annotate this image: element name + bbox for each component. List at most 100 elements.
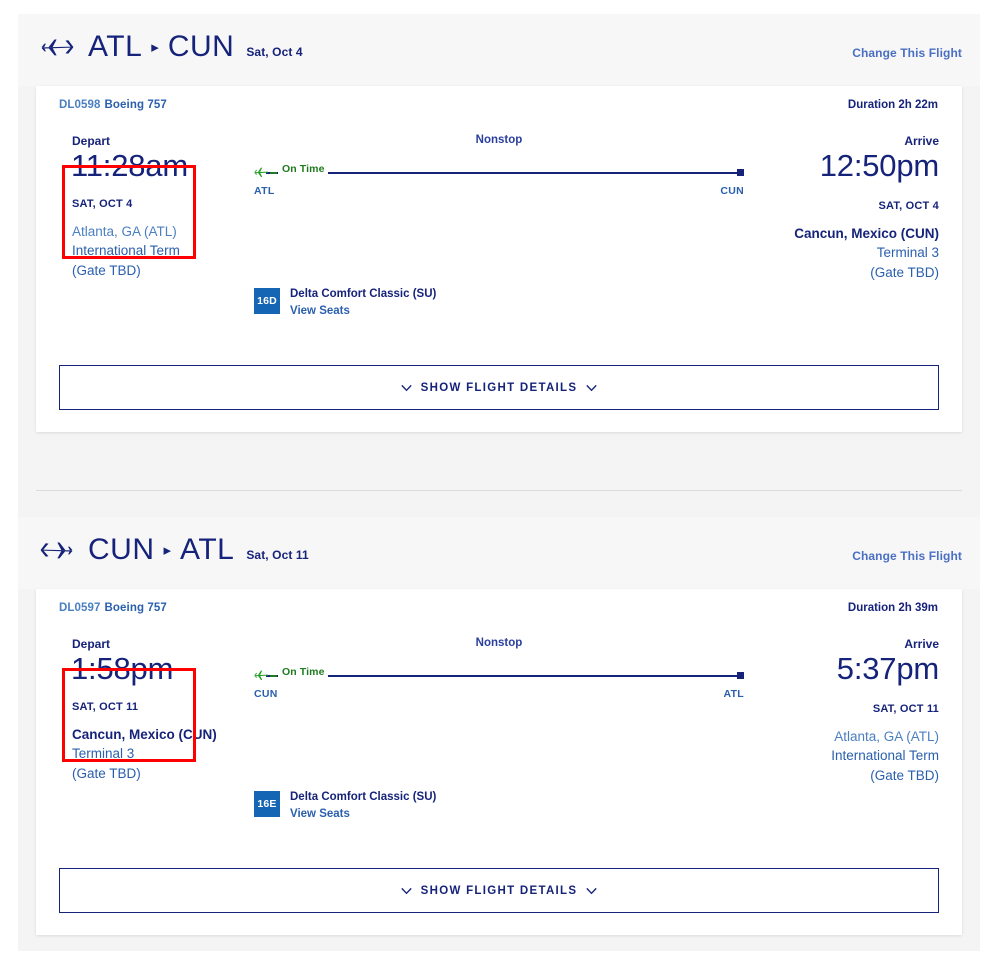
cabin-row: 16E Delta Comfort Classic (SU) View Seat… xyxy=(254,789,436,824)
seat-badge: 16D xyxy=(254,288,280,314)
depart-gate: (Gate TBD) xyxy=(72,262,141,278)
view-seats-link[interactable]: View Seats xyxy=(290,305,350,318)
arrive-terminal: Terminal 3 xyxy=(876,245,939,261)
flight-segment: ATL ▸ CUN Sat, Oct 4 Change This Flight … xyxy=(18,14,980,432)
chevron-down-icon xyxy=(586,887,598,895)
cabin-name: Delta Comfort Classic (SU) xyxy=(290,791,437,803)
flight-status: On Time xyxy=(278,666,328,678)
route-date: Sat, Oct 11 xyxy=(246,548,309,562)
section-divider xyxy=(36,490,962,491)
route-heading: ATL ▸ CUN Sat, Oct 4 xyxy=(40,32,303,62)
arrive-label: Arrive xyxy=(904,134,939,148)
arrive-date: SAT, OCT 11 xyxy=(872,702,939,715)
chevron-down-icon xyxy=(400,384,412,392)
seat-badge: 16E xyxy=(254,791,280,817)
arrive-location: Cancun, Mexico (CUN) Terminal 3 (Gate TB… xyxy=(739,224,939,283)
depart-column: Depart 11:28am SAT, OCT 4 Atlanta, GA (A… xyxy=(59,126,196,281)
view-seats-link[interactable]: View Seats xyxy=(290,808,350,821)
timeline-endpoint xyxy=(737,672,744,679)
flight-timeline: Nonstop On xyxy=(254,637,744,702)
page-left-margin xyxy=(0,0,18,965)
flight-number: DL0597 xyxy=(59,602,101,614)
page-bottom-margin xyxy=(0,951,998,965)
arrive-location: Atlanta, GA (ATL) International Term (Ga… xyxy=(739,727,939,786)
depart-location: Cancun, Mexico (CUN) Terminal 3 (Gate TB… xyxy=(72,725,217,784)
timeline-origin-code: CUN xyxy=(254,688,278,700)
flight-duration: Duration 2h 22m xyxy=(847,99,938,111)
page-top-margin xyxy=(0,0,998,14)
depart-terminal: International Term xyxy=(72,243,180,259)
route-destination-code: CUN xyxy=(167,30,235,63)
depart-date: SAT, OCT 11 xyxy=(72,700,139,713)
flight-section-header: CUN ▸ ATL Sat, Oct 11 Change This Flight xyxy=(18,517,980,589)
flight-number-row: DL0598 Boeing 757 xyxy=(59,99,167,111)
route-origin-code: CUN xyxy=(88,533,155,566)
timeline-status-dash xyxy=(270,172,277,174)
timeline-status-dash xyxy=(270,675,277,677)
flight-card: DL0598 Boeing 757 Duration 2h 22m Depart … xyxy=(36,86,962,432)
depart-label: Depart xyxy=(72,134,111,148)
airplane-small-green-icon xyxy=(254,669,270,681)
route-arrow-icon: ▸ xyxy=(151,39,159,56)
depart-terminal: Terminal 3 xyxy=(72,746,135,762)
change-this-flight-link[interactable]: Change This Flight xyxy=(852,46,962,60)
airplane-left-icon xyxy=(40,538,74,562)
route-date: Sat, Oct 4 xyxy=(246,45,303,59)
stops-label: Nonstop xyxy=(475,637,523,649)
flight-number: DL0598 xyxy=(59,99,101,111)
arrive-time: 5:37pm xyxy=(836,651,939,686)
depart-gate: (Gate TBD) xyxy=(72,765,141,781)
flight-number-row: DL0597 Boeing 757 xyxy=(59,602,167,614)
timeline-destination-code: ATL xyxy=(723,688,744,700)
change-this-flight-link[interactable]: Change This Flight xyxy=(852,549,962,563)
timeline-line xyxy=(266,172,738,174)
flight-status: On Time xyxy=(278,163,328,175)
depart-location: Atlanta, GA (ATL) International Term (Ga… xyxy=(72,222,195,281)
flight-section-header: ATL ▸ CUN Sat, Oct 4 Change This Flight xyxy=(18,14,980,86)
arrive-gate: (Gate TBD) xyxy=(870,767,939,783)
flight-card: DL0597 Boeing 757 Duration 2h 39m Depart … xyxy=(36,589,962,935)
timeline-endpoint xyxy=(737,169,744,176)
route-origin-code: ATL xyxy=(88,30,143,63)
show-flight-details-button[interactable]: SHOW FLIGHT DETAILS xyxy=(59,868,939,913)
route-arrow-icon: ▸ xyxy=(163,542,172,559)
aircraft-type: Boeing 757 xyxy=(104,602,167,614)
timeline-line xyxy=(266,675,738,677)
chevron-down-icon xyxy=(400,887,412,895)
arrive-gate: (Gate TBD) xyxy=(870,264,939,280)
depart-date: SAT, OCT 4 xyxy=(72,197,133,210)
flight-duration: Duration 2h 39m xyxy=(847,602,938,614)
arrive-city[interactable]: Atlanta, GA (ATL) xyxy=(834,728,939,744)
timeline-destination-code: CUN xyxy=(720,185,744,197)
depart-time: 11:28am xyxy=(71,148,188,183)
airplane-right-icon xyxy=(40,35,74,59)
chevron-down-icon xyxy=(586,384,598,392)
show-flight-details-label: SHOW FLIGHT DETAILS xyxy=(420,884,578,897)
show-flight-details-button[interactable]: SHOW FLIGHT DETAILS xyxy=(59,365,939,410)
arrive-time: 12:50pm xyxy=(819,148,939,183)
route-destination-code: ATL xyxy=(180,533,235,566)
depart-time: 1:58pm xyxy=(71,651,174,686)
cabin-row: 16D Delta Comfort Classic (SU) View Seat… xyxy=(254,286,436,321)
arrive-column: Arrive 5:37pm SAT, OCT 11 Atlanta, GA (A… xyxy=(739,629,939,785)
flight-segment: CUN ▸ ATL Sat, Oct 11 Change This Flight… xyxy=(18,517,980,935)
show-flight-details-label: SHOW FLIGHT DETAILS xyxy=(420,381,578,394)
page-right-margin xyxy=(980,0,998,965)
aircraft-type: Boeing 757 xyxy=(104,99,167,111)
timeline-origin-code: ATL xyxy=(254,185,275,197)
arrive-city: Cancun, Mexico (CUN) xyxy=(794,225,939,241)
airplane-small-green-icon xyxy=(254,166,270,178)
depart-city[interactable]: Atlanta, GA (ATL) xyxy=(72,223,177,239)
cabin-name: Delta Comfort Classic (SU) xyxy=(290,288,437,300)
depart-label: Depart xyxy=(72,637,111,651)
arrive-label: Arrive xyxy=(904,637,939,651)
route-heading: CUN ▸ ATL Sat, Oct 11 xyxy=(40,535,309,565)
flight-timeline: Nonstop On xyxy=(254,134,744,199)
depart-column: Depart 1:58pm SAT, OCT 11 Cancun, Mexico… xyxy=(59,629,217,784)
arrive-column: Arrive 12:50pm SAT, OCT 4 Cancun, Mexico… xyxy=(739,126,939,282)
stops-label: Nonstop xyxy=(475,134,523,146)
depart-city: Cancun, Mexico (CUN) xyxy=(72,726,217,742)
arrive-terminal: International Term xyxy=(831,748,939,764)
arrive-date: SAT, OCT 4 xyxy=(878,199,939,212)
